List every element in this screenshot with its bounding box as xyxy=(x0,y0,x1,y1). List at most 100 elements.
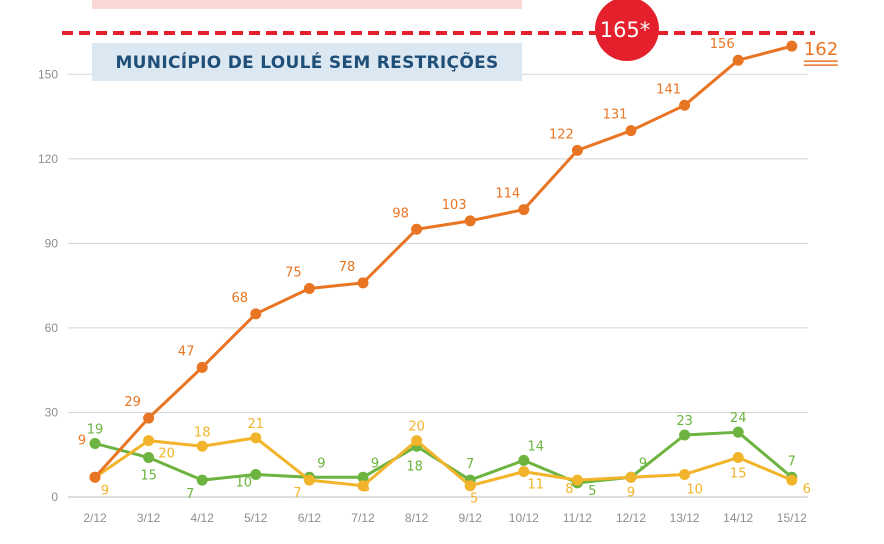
data-point xyxy=(143,435,155,447)
data-point xyxy=(518,466,530,478)
data-label: 141 xyxy=(656,82,681,97)
data-point xyxy=(357,277,369,289)
data-point xyxy=(679,429,691,441)
data-label: 23 xyxy=(676,414,693,429)
data-label: 78 xyxy=(339,260,356,275)
data-label: 5 xyxy=(588,484,596,499)
data-label: 21 xyxy=(248,417,265,432)
data-label: 15 xyxy=(140,469,157,484)
data-label: 47 xyxy=(178,344,195,359)
data-label: 6 xyxy=(803,482,811,497)
series-layer xyxy=(89,40,798,492)
data-point xyxy=(303,282,315,294)
data-point xyxy=(357,471,369,483)
data-label: 10 xyxy=(236,475,253,490)
data-point xyxy=(196,361,208,373)
data-label: 9 xyxy=(317,456,325,471)
data-point xyxy=(679,99,691,111)
data-label: 9 xyxy=(627,485,635,500)
data-point xyxy=(250,432,262,444)
data-label: 29 xyxy=(124,395,141,410)
data-label: 15 xyxy=(730,467,747,482)
axis-layer: 0 30 60 90 120 150 2/12 3/12 4/12 5/12 6/12 7/12 8/1… xyxy=(38,67,807,525)
data-label: 9 xyxy=(639,456,647,471)
data-point xyxy=(250,468,262,480)
data-point xyxy=(571,474,583,486)
data-point xyxy=(786,474,798,486)
data-point xyxy=(411,435,423,447)
x-tick-label: 9/12 xyxy=(459,511,483,525)
data-label: 122 xyxy=(549,127,574,142)
data-point xyxy=(411,223,423,235)
data-label: 24 xyxy=(730,411,747,426)
data-label: 18 xyxy=(406,459,423,474)
data-label: 20 xyxy=(158,447,175,462)
series-line xyxy=(94,436,793,488)
y-tick-label: 150 xyxy=(38,67,58,81)
x-tick-label: 13/12 xyxy=(670,511,700,525)
x-tick-label: 14/12 xyxy=(723,511,753,525)
data-label: 7 xyxy=(788,454,796,469)
threshold-badge xyxy=(595,0,659,61)
y-tick-label: 0 xyxy=(51,490,58,504)
data-label: 19 xyxy=(87,422,104,437)
data-point xyxy=(518,204,530,216)
data-point xyxy=(89,471,101,483)
data-label: 68 xyxy=(232,291,249,306)
data-point xyxy=(143,452,155,464)
data-label: 9 xyxy=(101,483,109,498)
data-label: 75 xyxy=(285,265,302,280)
data-label: 103 xyxy=(442,198,467,213)
final-value-label: 162 xyxy=(804,39,838,60)
data-label: 131 xyxy=(603,108,628,123)
x-tick-label: 2/12 xyxy=(83,511,107,525)
data-label: 3 xyxy=(362,481,370,496)
data-label: 14 xyxy=(528,439,545,454)
data-point xyxy=(143,412,155,424)
x-tick-label: 3/12 xyxy=(137,511,161,525)
chart-title: MUNICÍPIO DE LOULÉ SEM RESTRIÇÕES xyxy=(115,50,498,73)
title-banner xyxy=(92,43,522,81)
data-point xyxy=(250,308,262,320)
data-point xyxy=(196,440,208,452)
data-point xyxy=(357,480,369,492)
y-tick-label: 60 xyxy=(45,321,59,335)
data-point xyxy=(679,468,691,480)
data-point xyxy=(625,471,637,483)
data-label: 7 xyxy=(293,486,301,501)
data-label: 9 xyxy=(371,456,379,471)
data-label: 8 xyxy=(565,482,573,497)
data-point xyxy=(786,40,798,52)
series-line xyxy=(93,44,793,479)
data-label: 98 xyxy=(392,206,409,221)
x-tick-label: 11/12 xyxy=(563,511,592,525)
top-banner xyxy=(92,0,522,9)
threshold-layer: 165* xyxy=(62,0,815,61)
data-point xyxy=(625,125,637,137)
y-tick-label: 120 xyxy=(38,152,58,166)
x-tick-label: 12/12 xyxy=(616,511,646,525)
x-tick-label: 8/12 xyxy=(405,511,429,525)
data-label: 5 xyxy=(470,492,478,507)
data-label: 156 xyxy=(710,37,735,52)
x-tick-label: 15/12 xyxy=(777,511,807,525)
data-point xyxy=(518,454,530,466)
data-label: 7 xyxy=(466,457,474,472)
y-tick-label: 30 xyxy=(45,405,59,419)
data-point xyxy=(732,452,744,464)
y-tick-label: 90 xyxy=(45,236,59,250)
data-point xyxy=(571,144,583,156)
data-point xyxy=(732,426,744,438)
x-tick-label: 10/12 xyxy=(509,511,539,525)
x-tick-label: 7/12 xyxy=(351,511,375,525)
data-point xyxy=(732,54,744,66)
x-tick-label: 4/12 xyxy=(191,511,215,525)
data-label: 10 xyxy=(686,482,703,497)
data-label: 20 xyxy=(408,420,425,435)
data-point xyxy=(196,474,208,486)
data-point xyxy=(464,480,476,492)
x-tick-label: 6/12 xyxy=(298,511,322,525)
